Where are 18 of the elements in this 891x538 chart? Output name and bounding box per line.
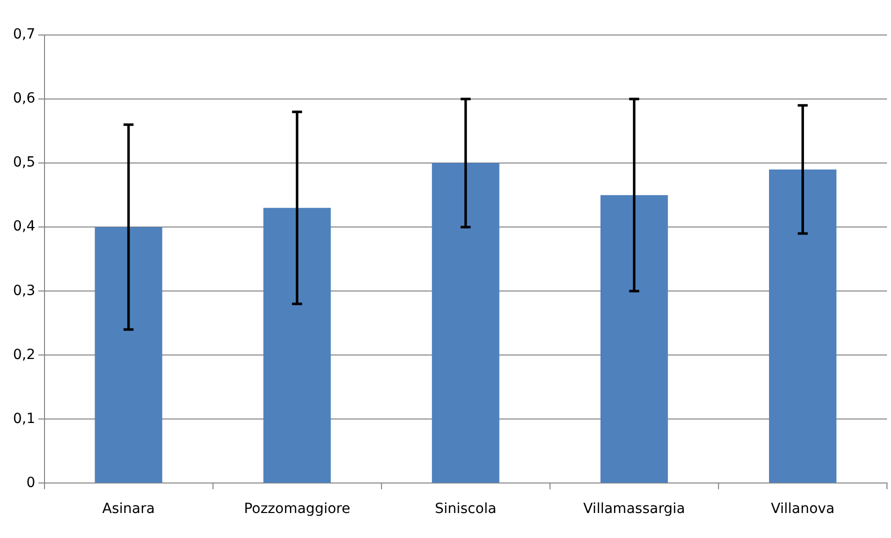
y-tick-label: 0,6 bbox=[13, 90, 36, 107]
x-tick-label: Siniscola bbox=[434, 501, 496, 518]
y-tick-label: 0 bbox=[26, 474, 36, 491]
x-tick-label: Villanova bbox=[770, 501, 835, 518]
y-tick-label: 0,5 bbox=[13, 154, 36, 171]
y-tick-label: 0,3 bbox=[13, 282, 36, 299]
x-tick-label: Asinara bbox=[102, 501, 155, 518]
x-tick-label: Pozzomaggiore bbox=[244, 501, 350, 518]
bar bbox=[94, 227, 162, 483]
bar bbox=[263, 208, 331, 483]
x-tick-label: Villamassargia bbox=[583, 501, 686, 518]
y-tick-label: 0,2 bbox=[13, 346, 36, 363]
y-tick-label: 0,7 bbox=[13, 26, 36, 43]
y-tick-label: 0,1 bbox=[13, 410, 36, 427]
y-tick-label: 0,4 bbox=[13, 218, 36, 235]
bar bbox=[432, 163, 500, 483]
bar bbox=[600, 195, 668, 483]
bar bbox=[769, 169, 836, 483]
